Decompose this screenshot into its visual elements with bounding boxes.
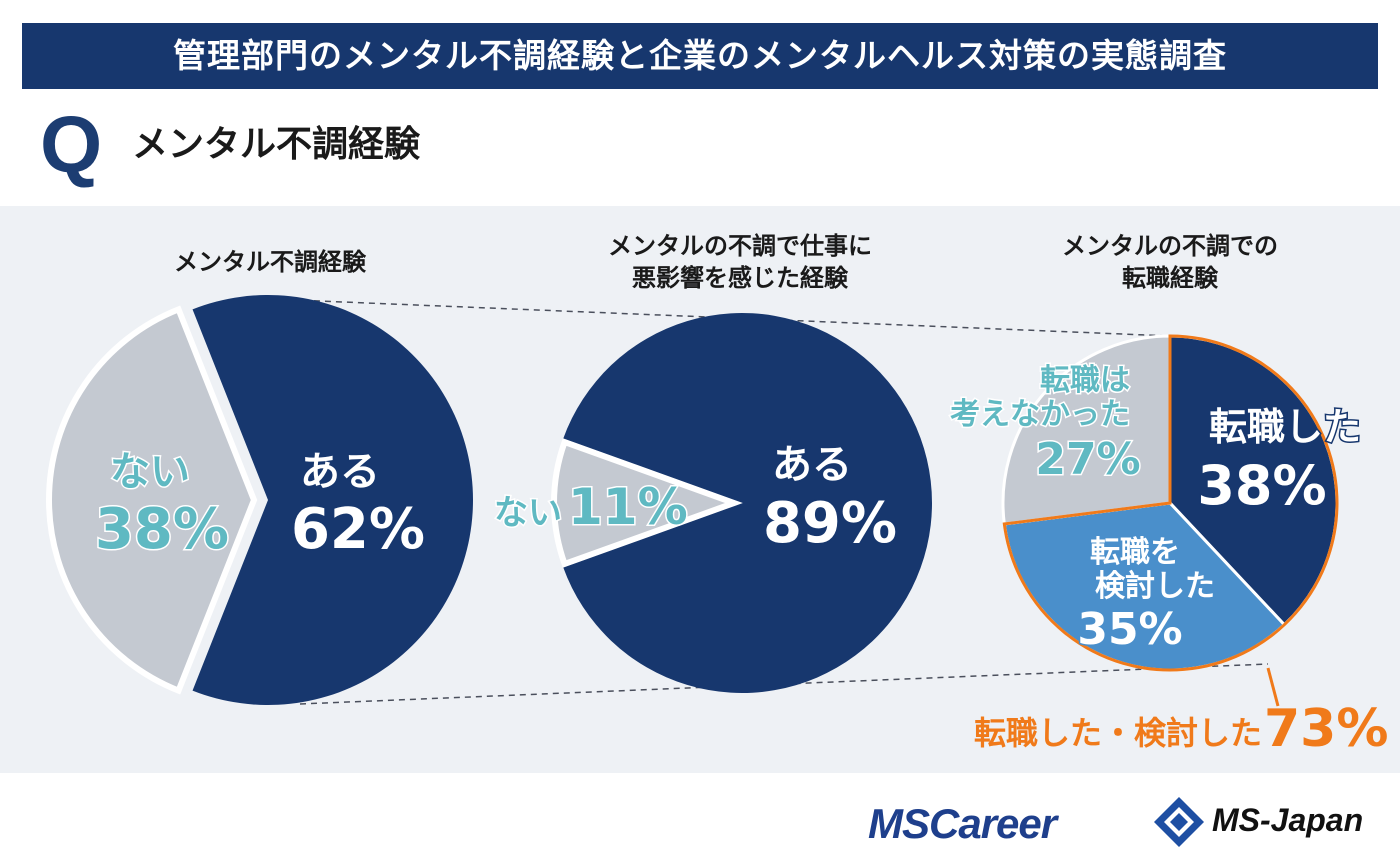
- chart1-title: メンタル不調経験: [174, 248, 366, 276]
- question-mark: Q: [40, 100, 103, 189]
- chart3-label-2b: 検討した: [1095, 569, 1215, 604]
- chart3-annotation-text: 転職した・検討した: [974, 714, 1262, 752]
- chart2-slice-no: [551, 438, 743, 568]
- chart3-label-1: 転職した: [1209, 405, 1361, 449]
- chart3-label-2a: 転職を: [1090, 535, 1180, 570]
- chart2-title: メンタルの不調で仕事に 悪影響を感じた経験: [540, 230, 940, 294]
- chart1-label-yes: ある: [300, 449, 380, 495]
- chart1-slice-no: [46, 305, 258, 695]
- mscareer-logo: MSCareer: [868, 800, 1057, 847]
- chart1-slice-yes: [192, 295, 474, 705]
- chart1-value-yes: 62%: [291, 497, 425, 562]
- chart2-label-yes: ある: [772, 442, 852, 488]
- chart3-value-1: 38%: [1197, 454, 1326, 517]
- chart3-title-line1: メンタルの不調での: [1062, 232, 1278, 260]
- chart2-title-line1: メンタルの不調で仕事に: [608, 232, 872, 260]
- chart2-label-no: ない: [494, 493, 562, 533]
- page-title: 管理部門のメンタル不調経験と企業のメンタルヘルス対策の実態調査: [22, 23, 1378, 89]
- chart3-value-3: 27%: [1035, 434, 1140, 485]
- chart3-value-2: 35%: [1077, 604, 1182, 655]
- chart2-title-line2: 悪影響を感じた経験: [632, 264, 848, 292]
- chart3-highlight-outline: [1002, 334, 1339, 672]
- chart3-annotation-value: 73%: [1264, 699, 1388, 759]
- chart3-label-3a: 転職は: [1040, 363, 1130, 398]
- chart2-slice-yes: [563, 313, 933, 694]
- question-text: メンタル不調経験: [132, 124, 421, 165]
- chart3-annotation-leader: [1266, 667, 1280, 707]
- chart3-slice-3: [1001, 334, 1172, 526]
- chart2-value-no: 11%: [568, 478, 688, 536]
- ms-japan-logo-icon: [1154, 797, 1204, 847]
- chart3-label-3b: 考えなかった: [950, 397, 1130, 432]
- chart2-value-yes: 89%: [763, 491, 897, 556]
- connector-line-top: [269, 298, 1171, 337]
- chart3-title-line2: 転職経験: [1122, 264, 1218, 292]
- chart1-value-no: 38%: [95, 497, 229, 562]
- chart3-title: メンタルの不調での 転職経験: [1010, 230, 1330, 294]
- ms-japan-logo-text: MS-Japan: [1212, 802, 1364, 838]
- chart1-label-no: ない: [110, 449, 190, 495]
